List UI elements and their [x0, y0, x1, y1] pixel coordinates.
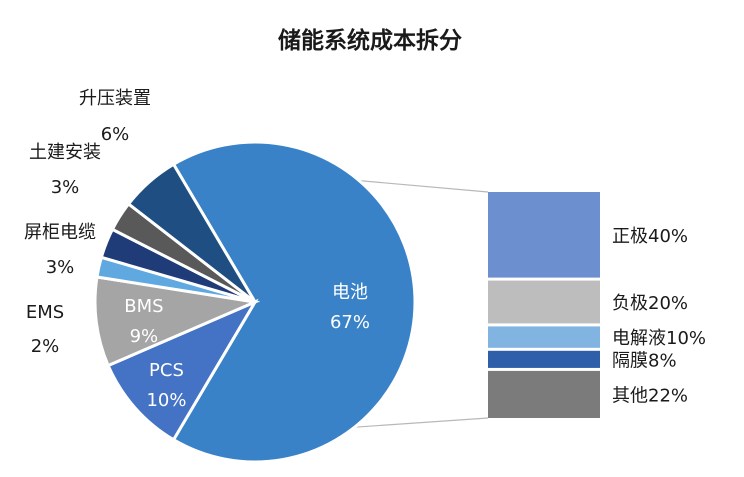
bar-segment-3 [488, 326, 600, 348]
bar-label-name-5: 其他 [612, 385, 648, 406]
bar-label-value-4: 8% [648, 350, 677, 371]
pie-label-name-5: 屏柜电缆 [24, 222, 96, 243]
bar-label-value-2: 20% [648, 293, 688, 314]
pie-label-name-4: EMS [26, 302, 64, 323]
bar-label-5: 其他22% [612, 385, 688, 406]
pie-label-value-2: 10% [146, 390, 186, 411]
bar-label-3: 电解液10% [612, 328, 706, 349]
pie-slice-7 [126, 162, 257, 304]
pie-label-value-1: 67% [330, 312, 370, 333]
breakdown-labels: 正极40%负极20%电解液10%隔膜8%其他22% [612, 226, 706, 407]
pie-label-name-1: 电池 [332, 282, 368, 303]
bar-label-value-3: 10% [666, 328, 706, 349]
bar-segment-4 [488, 350, 600, 368]
bar-label-4: 隔膜8% [612, 350, 677, 371]
bar-label-name-4: 隔膜 [612, 350, 648, 371]
pie-label-name-6: 土建安装 [29, 142, 101, 163]
pie-label-value-4: 2% [31, 336, 60, 357]
pie-label-value-3: 9% [130, 326, 159, 347]
pie-slice-1 [171, 140, 417, 464]
pie-label-value-6: 3% [51, 177, 80, 198]
bar-segment-2 [488, 280, 600, 324]
bar-label-value-5: 22% [648, 385, 688, 406]
pie-label-value-5: 3% [46, 257, 75, 278]
bar-label-1: 正极40% [612, 226, 688, 247]
pie-label-name-7: 升压装置 [79, 88, 151, 109]
bar-label-name-2: 负极 [612, 293, 648, 314]
pie-slice-3 [93, 275, 261, 368]
bar-label-value-1: 40% [648, 226, 688, 247]
chart-title: 储能系统成本拆分 [278, 27, 462, 54]
pie-labels: 电池 67% PCS 10% BMS 9% EMS 2% 屏柜电缆 3% 土建安装 3% 升压装置 6% [24, 88, 370, 411]
bar-label-name-3: 电解液 [612, 328, 666, 349]
pie-label-value-7: 6% [101, 124, 130, 145]
pie [93, 140, 417, 464]
bar-label-2: 负极20% [612, 293, 688, 314]
breakdown-bar [488, 192, 600, 418]
pie-label-name-2: PCS [149, 360, 184, 381]
bar-segment-5 [488, 370, 600, 418]
pie-label-name-3: BMS [124, 296, 163, 317]
pie-slice-2 [106, 298, 259, 442]
bar-segment-1 [488, 192, 600, 278]
bar-label-name-1: 正极 [612, 226, 648, 247]
